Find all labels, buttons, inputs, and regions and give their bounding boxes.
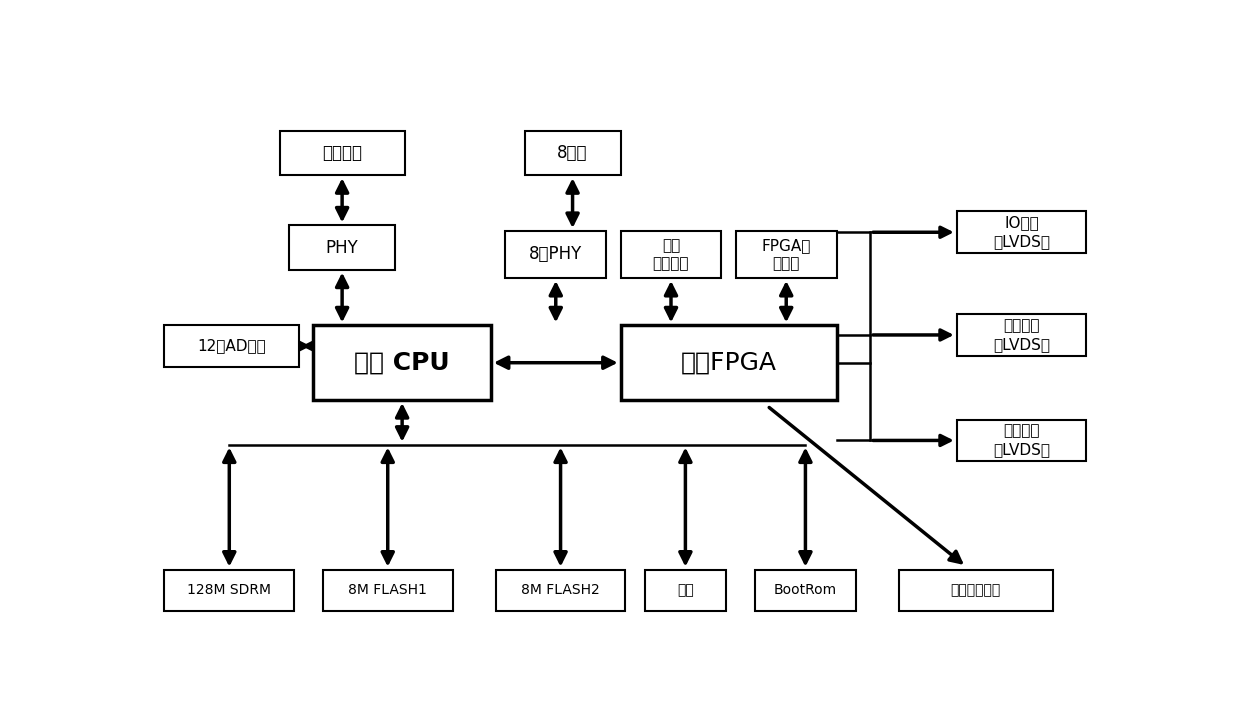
Text: 8M FLASH2: 8M FLASH2 <box>522 583 600 597</box>
Text: PHY: PHY <box>326 239 358 257</box>
Text: 调试网口: 调试网口 <box>322 144 362 162</box>
Bar <box>957 211 1087 253</box>
Text: 8光口: 8光口 <box>558 144 587 162</box>
Text: 第一FPGA: 第一FPGA <box>680 350 777 375</box>
Bar <box>496 570 626 611</box>
Bar <box>755 570 856 611</box>
Text: 数据总线
（LVDS）: 数据总线 （LVDS） <box>992 318 1049 352</box>
Text: 校时总线
（LVDS）: 校时总线 （LVDS） <box>992 424 1049 457</box>
Bar <box>280 131 404 175</box>
Bar <box>621 325 836 400</box>
Text: 8M FLASH1: 8M FLASH1 <box>348 583 427 597</box>
Text: BootRom: BootRom <box>774 583 838 597</box>
Text: 第一 CPU: 第一 CPU <box>354 350 450 375</box>
Text: 时钟: 时钟 <box>676 583 694 597</box>
Bar <box>165 570 294 611</box>
Bar <box>644 570 726 611</box>
Bar <box>900 570 1053 611</box>
Bar <box>165 325 299 367</box>
Bar <box>524 131 621 175</box>
Bar <box>323 570 452 611</box>
Bar <box>506 231 606 278</box>
Bar <box>736 231 836 278</box>
Bar <box>957 420 1087 461</box>
Bar <box>957 314 1087 355</box>
Text: 秒脉冲输出口: 秒脉冲输出口 <box>950 583 1001 597</box>
Text: 128M SDRM: 128M SDRM <box>187 583 271 597</box>
Bar <box>313 325 491 400</box>
Text: 12路AD采样: 12路AD采样 <box>197 339 266 353</box>
Bar <box>621 231 721 278</box>
Text: IO总线
（LVDS）: IO总线 （LVDS） <box>992 216 1049 249</box>
Bar <box>290 225 395 270</box>
Text: 两路
光串校时: 两路 光串校时 <box>653 238 689 271</box>
Text: FPGA配
置芯片: FPGA配 置芯片 <box>762 238 810 271</box>
Text: 8个PHY: 8个PHY <box>529 245 582 263</box>
